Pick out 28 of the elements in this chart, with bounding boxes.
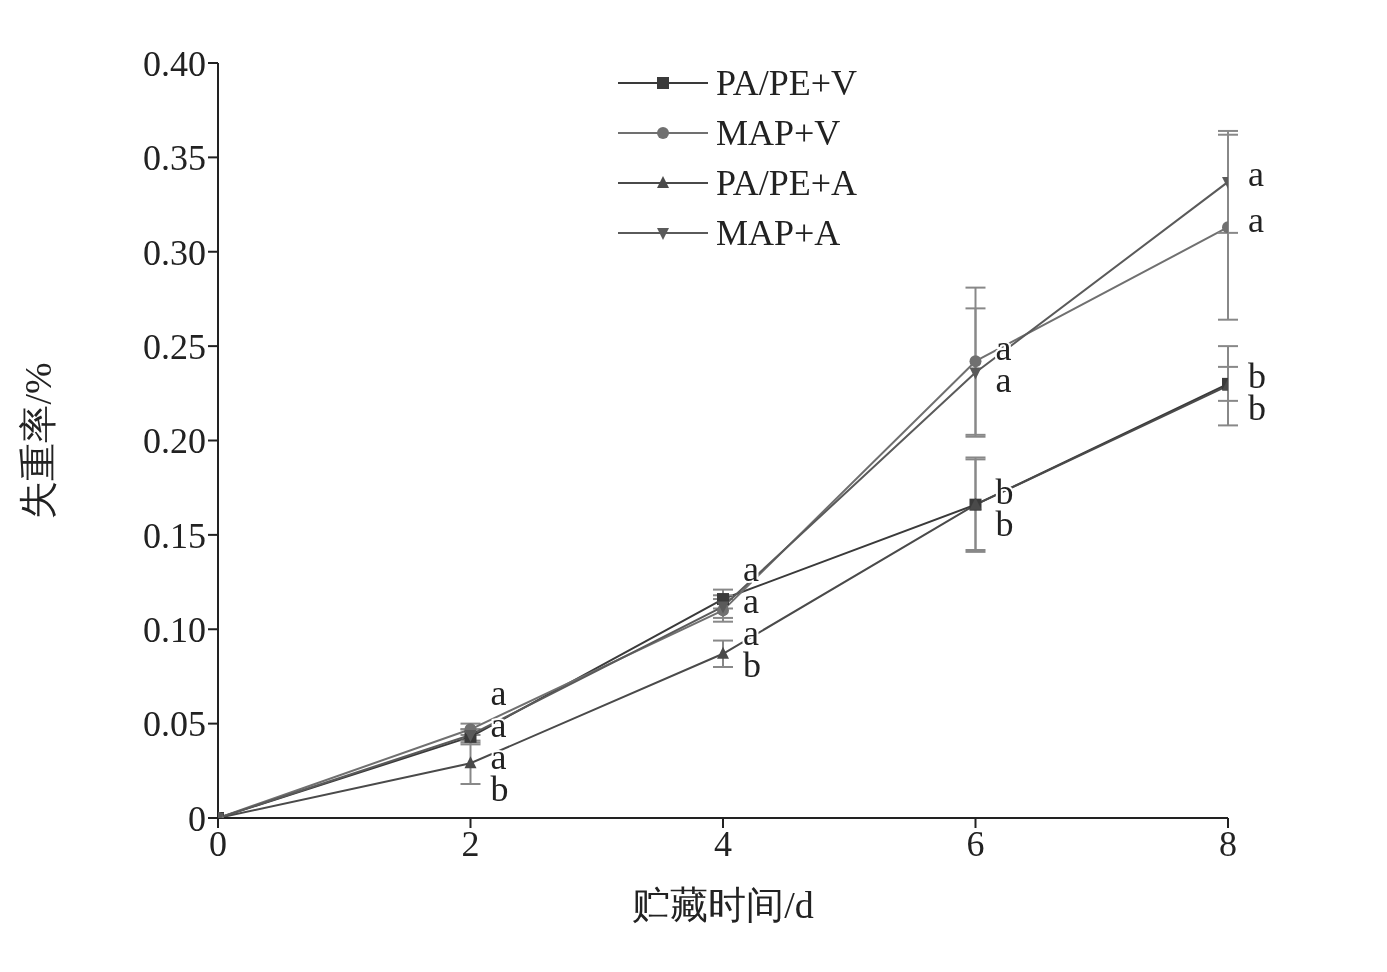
legend-label: MAP+V <box>716 112 841 155</box>
x-tick-label: 6 <box>966 823 985 864</box>
y-tick-label: 0 <box>188 798 206 839</box>
point <box>969 367 982 380</box>
point <box>464 756 477 769</box>
y-tick-label: 0.40 <box>143 43 206 84</box>
annotation: a <box>1248 199 1264 240</box>
annotation: a <box>995 360 1012 401</box>
annotation: b <box>995 503 1014 544</box>
x-axis-title: 贮藏时间/d <box>632 884 814 926</box>
y-axis-title: 失重率/% <box>17 362 60 519</box>
y-tick-label: 0.20 <box>143 421 206 462</box>
x-tick-label: 8 <box>1219 823 1237 864</box>
legend-label: PA/PE+V <box>716 62 858 105</box>
y-tick-label: 0.10 <box>143 610 206 651</box>
y-tick-label: 0.25 <box>143 326 206 367</box>
legend-label: MAP+A <box>716 212 841 255</box>
y-tick-label: 0.30 <box>143 232 206 273</box>
y-tick-label: 0.05 <box>143 704 206 745</box>
point <box>717 646 729 659</box>
point <box>969 355 982 368</box>
annotation: a <box>1248 154 1264 195</box>
x-tick-label: 2 <box>461 823 480 864</box>
y-tick-label: 0.35 <box>143 138 206 179</box>
annotation: a <box>490 673 507 714</box>
y-tick-label: 0.15 <box>143 515 206 556</box>
x-tick-label: 4 <box>714 823 732 864</box>
legend-label: PA/PE+A <box>716 162 858 205</box>
